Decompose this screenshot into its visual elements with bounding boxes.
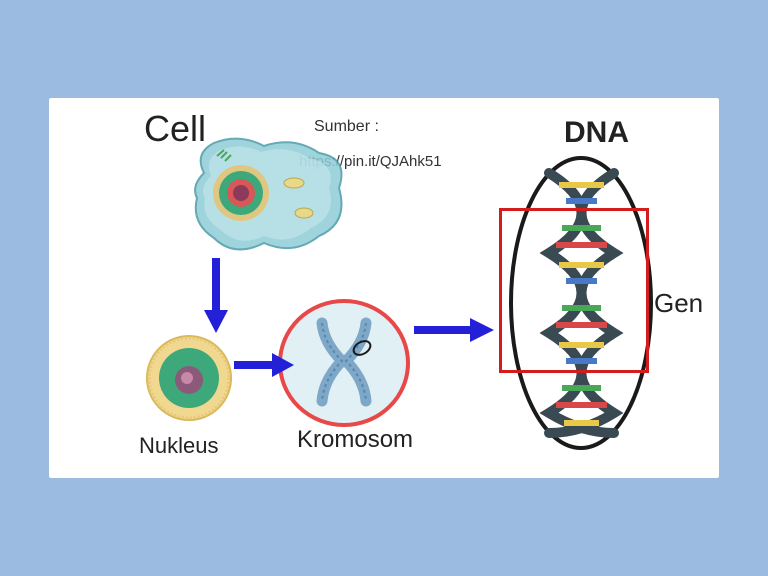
arrow-cell-to-nucleus: [204, 258, 228, 333]
chromosome-illustration: [274, 293, 414, 433]
cell-illustration: [189, 128, 349, 258]
label-gen: Gen: [654, 288, 703, 319]
diagram-panel: Cell DNA Gen Nukleus Kromosom Sumber : h…: [49, 98, 719, 478]
arrow-nucleus-to-chromosome: [234, 353, 294, 377]
nucleus-illustration: [144, 333, 234, 423]
label-nukleus: Nukleus: [139, 433, 218, 459]
arrow-chromosome-to-dna: [414, 318, 494, 342]
label-dna: DNA: [564, 116, 629, 150]
gen-highlight-box: [499, 208, 649, 373]
